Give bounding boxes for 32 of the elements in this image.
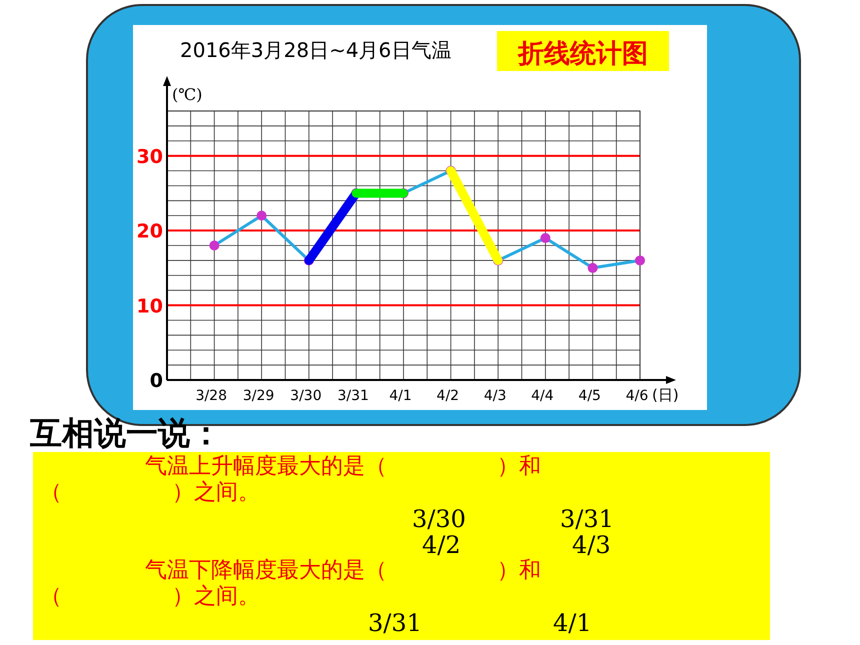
text: 3/30 bbox=[412, 505, 466, 533]
x-tick-label: 3/31 bbox=[337, 388, 369, 404]
text: 3/31 bbox=[368, 609, 422, 637]
x-tick-label: 4/1 bbox=[389, 388, 412, 404]
x-tick-label: 4/4 bbox=[531, 388, 554, 404]
x-tick-label: 4/5 bbox=[578, 388, 601, 404]
text: 互相说一说： bbox=[30, 414, 222, 452]
x-axis-title: (日) bbox=[652, 386, 679, 404]
chart-subtitle: 折线统计图 bbox=[517, 39, 648, 69]
text: 气温下降幅度最大的是（ ）和（ ）之间。 bbox=[40, 558, 542, 610]
text: 3/31 bbox=[560, 505, 614, 533]
x-tick-label: 3/29 bbox=[242, 388, 274, 404]
point bbox=[256, 210, 267, 221]
x-tick-label: 4/2 bbox=[436, 388, 460, 404]
x-tick-label: 4/6 bbox=[626, 388, 648, 404]
text: 气温上升幅度最大的是（ ）和（ ）之间。 bbox=[40, 454, 542, 506]
x-tick-label: 3/30 bbox=[290, 388, 322, 404]
y-tick-label: 10 bbox=[136, 295, 163, 318]
point bbox=[209, 240, 220, 250]
y-axis-title: (℃) bbox=[172, 85, 202, 104]
y-tick-label: 0 bbox=[150, 370, 163, 392]
y-tick-label: 30 bbox=[136, 146, 163, 168]
point bbox=[540, 233, 550, 244]
text: 4/3 bbox=[572, 531, 611, 559]
x-tick-label: 3/28 bbox=[196, 388, 228, 404]
text: 4/2 bbox=[422, 531, 461, 559]
y-tick-label: 20 bbox=[136, 220, 163, 243]
point bbox=[588, 262, 598, 273]
point bbox=[635, 255, 645, 266]
x-tick-label: 4/3 bbox=[484, 388, 506, 404]
text: 4/1 bbox=[553, 609, 592, 637]
chart-title: 2016年3月28日~4月6日气温 bbox=[180, 38, 452, 62]
